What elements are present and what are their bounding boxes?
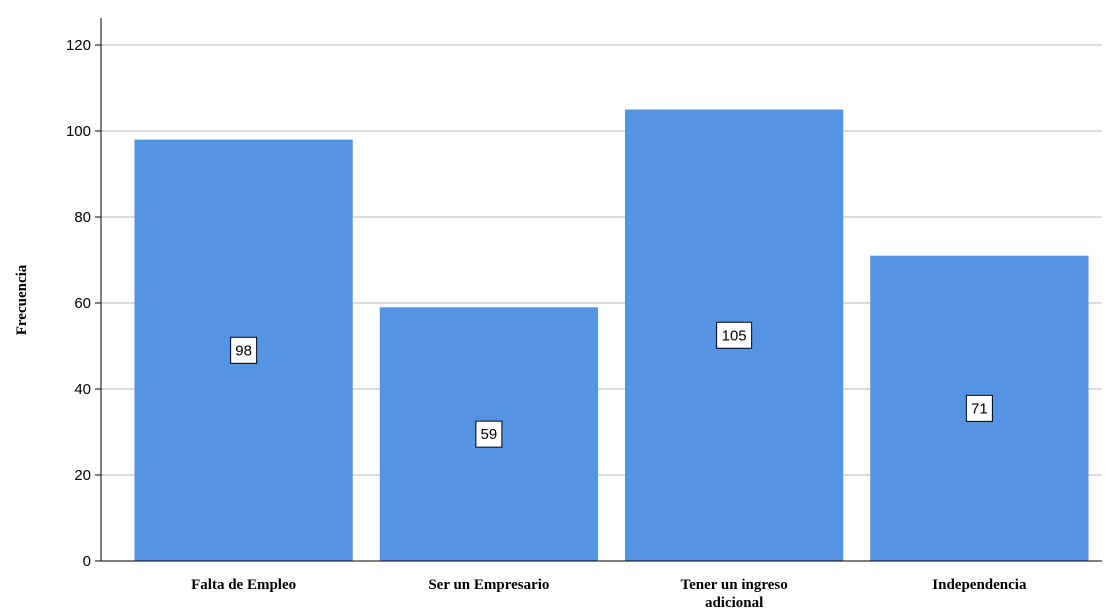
y-tick-label: 0 xyxy=(83,553,91,570)
data-label: 59 xyxy=(481,426,498,443)
y-axis-title: Frecuencia xyxy=(14,264,30,335)
x-tick-label: Falta de Empleo xyxy=(191,577,296,593)
data-label-box xyxy=(965,394,993,422)
x-tick-label-line: adicional xyxy=(705,595,763,611)
y-tick-label: 40 xyxy=(74,381,91,398)
x-tick-label-line: Independencia xyxy=(932,577,1027,593)
x-tick-label: Ser un Empresario xyxy=(428,577,549,593)
x-tick-label-line: Tener un ingreso xyxy=(681,577,788,593)
x-tick-label-line: Ser un Empresario xyxy=(428,577,549,593)
x-tick-label-line: Falta de Empleo xyxy=(191,577,296,593)
y-tick-label: 100 xyxy=(66,123,91,140)
x-tick-label: Independencia xyxy=(932,577,1027,593)
data-label: 71 xyxy=(971,400,988,417)
data-label-box xyxy=(716,321,753,349)
x-tick-label: Tener un ingreso adicional xyxy=(681,577,788,611)
data-label-box xyxy=(475,420,503,448)
data-label: 105 xyxy=(722,327,747,344)
y-axis: 0 20 40 60 80 100 120 xyxy=(66,18,102,570)
data-labels: 98 59 105 71 xyxy=(230,321,993,448)
y-tick-label: 20 xyxy=(74,467,91,484)
y-tick-label: 120 xyxy=(66,37,91,54)
x-axis: Falta de Empleo Ser un Empresario Tener un… xyxy=(101,560,1102,611)
y-tick-label: 80 xyxy=(74,209,91,226)
data-label-box xyxy=(230,336,258,364)
bars xyxy=(134,109,1089,561)
y-tick-label: 60 xyxy=(74,295,91,312)
data-label: 98 xyxy=(235,342,252,359)
